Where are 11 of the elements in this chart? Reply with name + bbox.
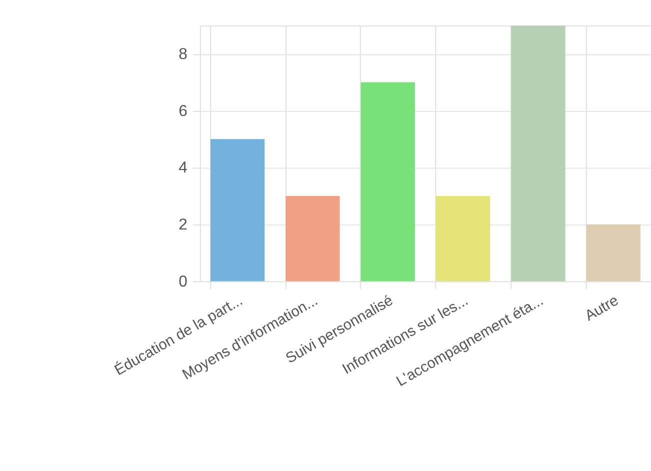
y-tick-label: 4 (178, 160, 188, 177)
bar (436, 196, 490, 282)
bar (286, 196, 340, 282)
bar (210, 139, 265, 282)
y-tick-label: 2 (178, 216, 188, 234)
bar (586, 224, 640, 282)
bar (360, 82, 415, 282)
x-tick-label: Autre (582, 292, 622, 325)
y-tick-label: 0 (178, 273, 188, 290)
y-tick-label: 8 (178, 46, 188, 63)
y-tick-label: 6 (178, 102, 188, 120)
